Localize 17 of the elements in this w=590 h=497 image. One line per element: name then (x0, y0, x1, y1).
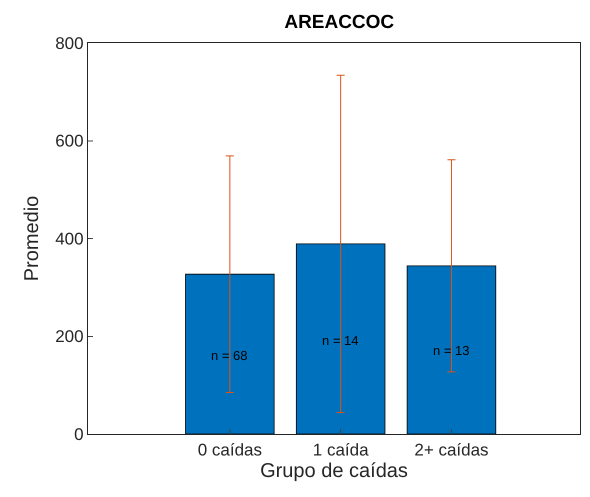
bar (406, 265, 496, 434)
chart-title: AREACCOC (284, 12, 394, 34)
y-tick-label: 800 (55, 34, 84, 53)
annotation: n = 13 (433, 343, 470, 358)
annotation: n = 14 (322, 333, 359, 348)
bar (296, 243, 386, 434)
y-tick-label: 400 (55, 229, 84, 248)
y-tick-label: 600 (55, 132, 84, 151)
y-axis-title: Promedio (21, 196, 43, 282)
x-tick-label: 1 caída (312, 440, 370, 460)
x-tick-label: 2+ caídas (414, 440, 489, 460)
annotation: n = 68 (211, 348, 248, 363)
y-tick-label: 200 (55, 327, 84, 346)
x-axis-title: Grupo de caídas (260, 460, 408, 482)
x-tick-label: 0 caídas (198, 440, 262, 460)
y-tick-label: 0 (74, 424, 84, 444)
bar (185, 274, 275, 434)
